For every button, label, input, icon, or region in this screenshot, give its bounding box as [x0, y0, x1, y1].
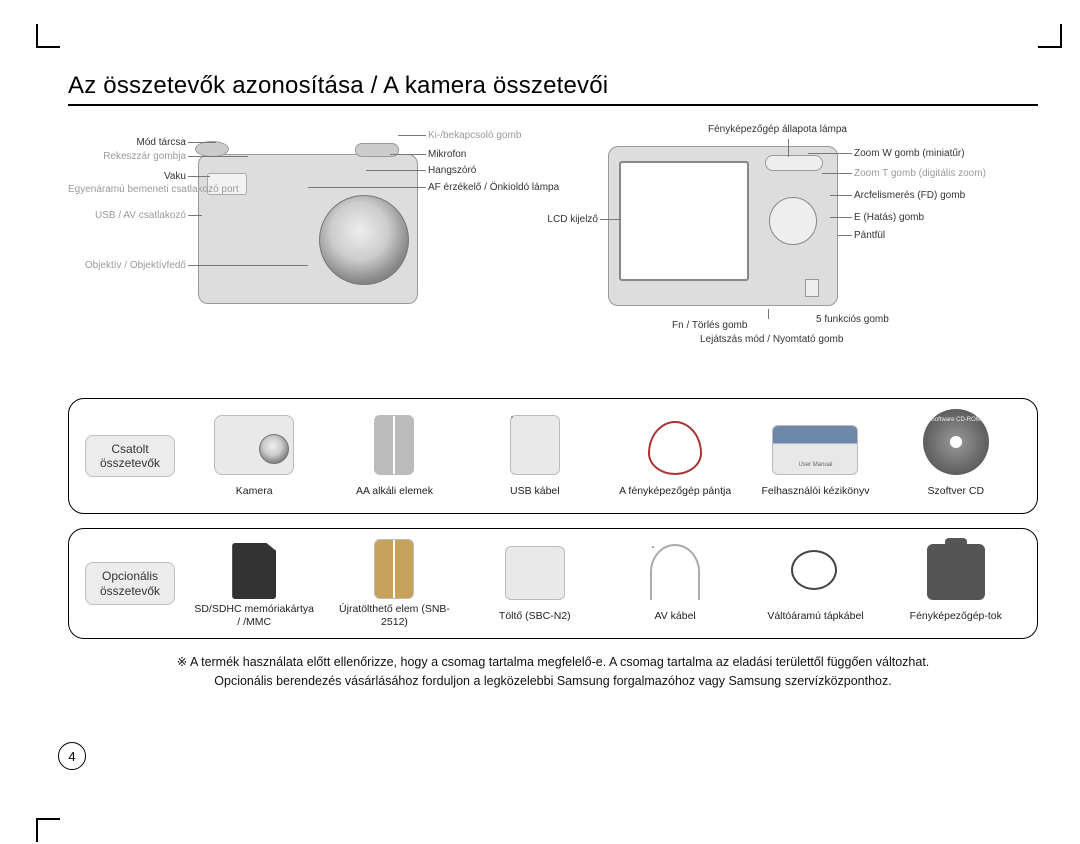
item-caption: Töltő (SBC-N2) — [499, 604, 571, 628]
page-title: Az összetevők azonosítása / A kamera öss… — [68, 72, 1038, 106]
back-label: Zoom W gomb (miniatűr) — [854, 148, 965, 160]
included-item: A fényképezőgép pántja — [615, 421, 735, 503]
usb-cable-icon — [510, 415, 560, 475]
camera-diagrams: Mód tárcsa Rekeszzár gombja Vaku Egyenár… — [68, 124, 1038, 384]
item-caption: A fényképezőgép pántja — [619, 479, 731, 503]
back-label: Pántfül — [854, 230, 885, 242]
item-caption: Felhasználói kézikönyv — [761, 479, 869, 503]
optional-item: Fényképezőgép-tok — [896, 544, 1016, 628]
included-item: USB kábel — [475, 415, 595, 503]
included-item: AA alkáli elemek — [334, 415, 454, 503]
back-label: E (Hatás) gomb — [854, 212, 924, 224]
footnote: ※ A termék használata előtt ellenőrizze,… — [68, 653, 1038, 691]
manual-page: Az összetevők azonosítása / A kamera öss… — [68, 72, 1038, 812]
front-label: Hangszóró — [428, 165, 476, 177]
front-label: Objektív / Objektívfedő — [68, 260, 186, 272]
ac-cable-icon — [785, 544, 845, 600]
item-caption: Fényképezőgép-tok — [910, 604, 1002, 628]
av-cable-icon — [650, 544, 700, 600]
panel-label-line: Opcionális — [102, 569, 158, 583]
optional-item: Váltóáramú tápkábel — [755, 544, 875, 628]
camera-back-illustration — [608, 146, 838, 306]
manual-icon: User Manual — [772, 425, 858, 475]
included-item: User Manual Felhasználói kézikönyv — [755, 425, 875, 503]
optional-item: Töltő (SBC-N2) — [475, 546, 595, 628]
optional-item: Újratölthető elem (SNB-2512) — [334, 539, 454, 628]
sd-card-icon — [232, 543, 276, 599]
front-label: USB / AV csatlakozó — [68, 210, 186, 222]
strap-icon — [648, 421, 702, 475]
front-label: Rekeszzár gombja — [68, 151, 186, 163]
included-item: Kamera — [194, 415, 314, 503]
footnote-line: ※ A termék használata előtt ellenőrizze,… — [68, 653, 1038, 672]
panel-label-line: összetevők — [100, 584, 160, 598]
optional-panel: Opcionális összetevők SD/SDHC memóriakár… — [68, 528, 1038, 639]
optional-panel-label: Opcionális összetevők — [85, 562, 175, 605]
item-caption: AV kábel — [655, 604, 696, 628]
optional-item: SD/SDHC memóriakártya / /MMC — [194, 543, 314, 628]
front-label: AF érzékelő / Önkioldó lámpa — [428, 182, 559, 194]
included-panel-label: Csatolt összetevők — [85, 435, 175, 478]
page-number-badge: 4 — [58, 742, 86, 770]
footnote-line: Opcionális berendezés vásárlásához fordu… — [68, 672, 1038, 691]
item-caption: USB kábel — [510, 479, 560, 503]
cd-icon: Software CD-ROM — [923, 409, 989, 475]
back-label: Arcfelismerés (FD) gomb — [854, 190, 965, 202]
item-caption: Szoftver CD — [927, 479, 984, 503]
optional-item: AV kábel — [615, 544, 735, 628]
batteries-icon — [374, 415, 414, 475]
panel-label-line: összetevők — [100, 456, 160, 470]
front-label: Mikrofon — [428, 149, 466, 161]
back-label: LCD kijelző — [538, 214, 598, 226]
camera-case-icon — [927, 544, 985, 600]
back-label: Fn / Törlés gomb — [672, 320, 747, 332]
back-label: 5 funkciós gomb — [816, 314, 889, 326]
camera-icon — [214, 415, 294, 475]
recharge-batteries-icon — [374, 539, 414, 599]
front-label: Mód tárcsa — [68, 137, 186, 149]
page-number: 4 — [68, 749, 75, 764]
included-item: Software CD-ROM Szoftver CD — [896, 409, 1016, 503]
included-panel: Csatolt összetevők Kamera AA alkáli elem… — [68, 398, 1038, 514]
front-label: Ki-/bekapcsoló gomb — [428, 130, 521, 142]
item-caption: AA alkáli elemek — [356, 479, 433, 503]
item-caption: Újratölthető elem (SNB-2512) — [334, 603, 454, 628]
back-label: Fényképezőgép állapota lámpa — [708, 124, 847, 136]
back-label: Zoom T gomb (digitális zoom) — [854, 168, 986, 180]
panel-label-line: Csatolt — [111, 442, 148, 456]
front-label: Egyenáramú bemeneti csatlakozó port — [68, 184, 186, 196]
charger-icon — [505, 546, 565, 600]
item-caption: SD/SDHC memóriakártya / /MMC — [194, 603, 314, 628]
item-caption: Kamera — [236, 479, 273, 503]
camera-front-illustration — [198, 154, 418, 304]
front-label: Vaku — [68, 171, 186, 183]
back-label: Lejátszás mód / Nyomtató gomb — [700, 334, 843, 346]
item-caption: Váltóáramú tápkábel — [767, 604, 863, 628]
